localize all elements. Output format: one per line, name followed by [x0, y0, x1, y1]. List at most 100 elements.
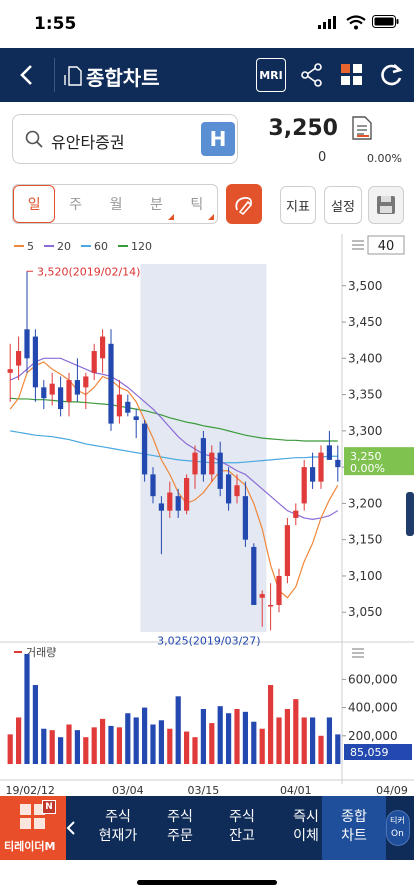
nav-item[interactable]: 종합 차트 [322, 796, 386, 860]
candle-body [284, 525, 291, 576]
chart-menu-icon [352, 648, 364, 658]
candle-body [209, 452, 215, 475]
y-tick-label: 3,100 [348, 569, 382, 583]
candle-body [276, 575, 282, 605]
y-tick-label: 3,300 [348, 424, 382, 438]
candle-body [125, 401, 131, 413]
candle-body [251, 546, 257, 605]
settings-button[interactable]: 설정 [324, 186, 362, 224]
logo-grid-icon [20, 804, 45, 829]
ma-legend-label: 60 [94, 240, 108, 253]
period-tab-label: 일 [27, 197, 41, 213]
chart-menu-icon-bar [352, 648, 364, 650]
x-tick-label: 04/01 [280, 784, 312, 796]
current-price-tag-pct: 0.00% [350, 462, 385, 475]
y-tick-label: 3,450 [348, 315, 382, 329]
signal-icon [318, 16, 336, 29]
candle-body [32, 336, 39, 388]
candle-body [66, 380, 72, 402]
volume-bar [225, 713, 232, 764]
volume-bar [133, 717, 139, 764]
volume-bar [200, 709, 207, 764]
volume-bar [116, 727, 123, 764]
volume-bar [276, 717, 282, 764]
candle-body [183, 478, 190, 511]
volume-bar [209, 723, 215, 764]
current-price: 3,250 [268, 116, 338, 141]
mri-button[interactable]: MRI [256, 58, 286, 92]
volume-current-value: 85,059 [350, 746, 389, 759]
stock-h-badge[interactable]: H [201, 122, 235, 156]
volume-bar [259, 728, 265, 764]
stock-search-box[interactable]: 유안타증권 H [12, 114, 238, 164]
volume-bar [242, 711, 249, 764]
candle-body [150, 474, 156, 497]
y-tick-label: 3,350 [348, 388, 382, 402]
period-tab[interactable]: 일 [13, 185, 56, 223]
candle-body [326, 445, 333, 460]
visible-count: 40 [378, 239, 395, 254]
drawing-tool-button[interactable] [226, 184, 262, 224]
stock-chart[interactable]: 5 20 60 120 40 3,500 3,450 3,400 3,350 3,300 3,250… [0, 234, 414, 796]
x-tick-label: 19/02/12 [5, 784, 54, 796]
battery-icon [372, 15, 399, 28]
chart-menu-icon-bar [352, 652, 364, 654]
candle-body [133, 416, 139, 420]
candle-body [24, 329, 30, 359]
candle-body [141, 423, 148, 475]
volume-bar [326, 717, 333, 764]
bottom-nav: N 티레이더M 티커 On 주식 현재가 주식 주문 주식 잔고 즉시 이체 종합 차트 [0, 796, 414, 860]
volume-bar [267, 685, 274, 764]
candle-body [74, 380, 81, 395]
period-tab[interactable]: 틱 [177, 185, 217, 223]
grid-menu-icon[interactable] [341, 64, 363, 86]
period-tab-label: 주 [69, 197, 83, 213]
candle-body [293, 510, 299, 518]
submenu-indicator-icon [167, 214, 174, 220]
candle-body [318, 452, 324, 482]
nav-item[interactable]: 주식 현재가 [86, 808, 150, 846]
period-tab[interactable]: 월 [96, 185, 136, 223]
tradar-logo[interactable]: N 티레이더M [0, 796, 66, 860]
candle-body [7, 369, 13, 373]
nav-item[interactable]: 주식 주문 [148, 808, 212, 846]
nav-item[interactable]: 주식 잔고 [210, 808, 274, 846]
indicator-button[interactable]: 지표 [280, 186, 316, 224]
status-time: 1:55 [34, 14, 77, 34]
candle-body [267, 604, 274, 607]
period-tab[interactable]: 분 [136, 185, 176, 223]
nav-item-line2: 이체 [293, 828, 319, 844]
volume-bar [301, 717, 307, 764]
nav-left-chevron-icon[interactable] [66, 820, 76, 836]
back-arrow-icon[interactable] [18, 64, 34, 86]
chart-menu-icon [352, 240, 364, 250]
wifi-icon [346, 15, 366, 30]
x-tick-label: 03/04 [112, 784, 144, 796]
nav-item-line1: 즉시 [293, 809, 319, 825]
header-divider [54, 58, 55, 92]
chart-menu-icon-bar [352, 248, 364, 250]
candle-body [41, 387, 47, 399]
period-tab[interactable]: 주 [55, 185, 95, 223]
candle-body [91, 351, 97, 373]
share-icon[interactable] [300, 63, 324, 87]
ticker-state: On [391, 829, 404, 839]
y-tick-label: 3,200 [348, 496, 382, 510]
price-change: 0 [318, 150, 327, 165]
volume-bar [15, 717, 22, 764]
search-icon [25, 130, 43, 148]
volume-bar [175, 696, 181, 764]
y-tick-label: 3,050 [348, 605, 382, 619]
volume-bar [318, 735, 324, 764]
save-chart-button[interactable] [368, 186, 404, 224]
volume-bar [108, 725, 114, 764]
memo-icon[interactable] [352, 116, 372, 140]
volume-bar [309, 717, 316, 764]
volume-current-tag [344, 744, 412, 761]
volume-bar [83, 737, 89, 764]
refresh-icon[interactable] [380, 62, 404, 88]
volume-bar [141, 707, 148, 764]
ticker-toggle[interactable]: 티커 On [386, 810, 410, 846]
